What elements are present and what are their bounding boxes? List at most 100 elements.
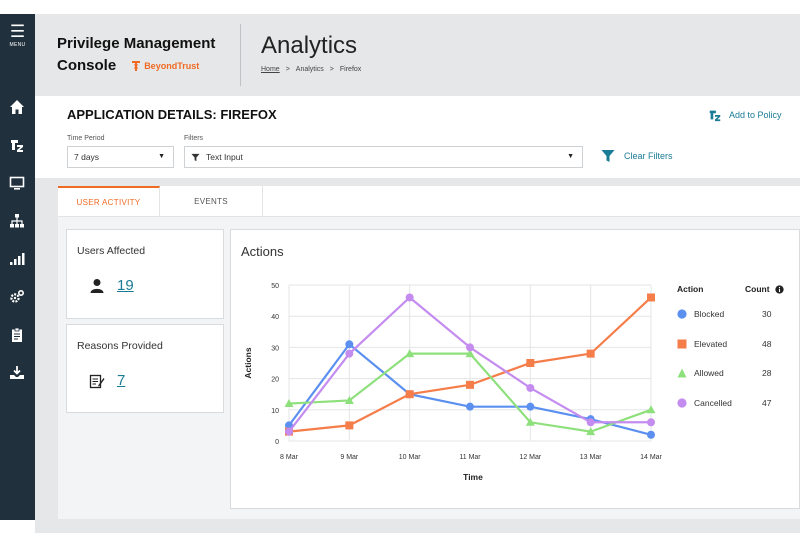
allowed-data-point [525, 417, 535, 426]
legend-action-header: Action [677, 284, 704, 294]
chart-title: Actions [241, 244, 284, 259]
actions-chart-card: Actions 0 10 20 30 40 50 8 Mar 9 Mar 10 Mar 11 Ma… [230, 229, 800, 509]
x-tick-label: 14 Mar [640, 454, 662, 461]
brand-title-line2: Console [57, 57, 117, 74]
monitor-icon[interactable] [6, 172, 28, 194]
hierarchy-icon[interactable] [6, 210, 28, 232]
info-icon[interactable] [774, 284, 784, 294]
home-icon[interactable] [6, 96, 28, 118]
y-tick-label: 10 [271, 408, 279, 415]
x-axis-label: Time [463, 472, 483, 482]
elevated-data-point [526, 359, 535, 367]
elevated-data-point [466, 380, 474, 389]
elevated-data-point [345, 421, 354, 430]
cancelled-data-point [345, 349, 354, 358]
y-tick-label: 0 [275, 439, 279, 446]
blocked-data-point [466, 402, 474, 411]
menu-button[interactable]: ☰ MENU [0, 14, 35, 54]
menu-label: MENU [9, 42, 26, 48]
legend-item-cancelled[interactable]: Cancelled 47 [669, 393, 797, 423]
page-title: Analytics [261, 32, 358, 59]
header-divider [240, 24, 241, 86]
filter-icon [601, 150, 615, 162]
details-title: APPLICATION DETAILS: FIREFOX [67, 107, 277, 122]
x-tick-label: 12 Mar [519, 454, 541, 461]
breadcrumb-current: Firefox [339, 66, 362, 73]
tab-bar: USER ACTIVITY EVENTS [58, 186, 800, 217]
users-affected-label: Users Affected [77, 245, 146, 257]
blocked-data-point [526, 402, 535, 411]
circle-marker-icon [677, 309, 687, 319]
breadcrumb-home[interactable]: Home [261, 66, 280, 73]
notes-edit-icon [89, 374, 105, 388]
y-tick-label: 50 [271, 283, 279, 290]
legend-item-blocked[interactable]: Blocked 30 [669, 304, 797, 334]
square-marker-icon [677, 339, 687, 348]
legend-item-name: Blocked [694, 309, 725, 319]
allowed-data-point [284, 399, 294, 408]
reasons-provided-value[interactable]: 7 [117, 372, 126, 389]
allowed-data-point [344, 395, 354, 404]
y-tick-label: 30 [271, 345, 279, 352]
analytics-icon[interactable] [6, 248, 28, 270]
cancelled-data-point [405, 293, 414, 302]
brand-title-line1: Privilege Management [57, 35, 216, 52]
legend-item-name: Elevated [694, 338, 728, 349]
application-details: APPLICATION DETAILS: FIREFOX Add to Poli… [58, 96, 800, 178]
clear-filters-button[interactable]: Clear Filters [601, 149, 673, 163]
policy-icon[interactable] [6, 134, 28, 156]
allowed-data-point [586, 427, 596, 436]
reasons-provided-label: Reasons Provided [77, 340, 163, 352]
elevated-data-point [405, 390, 414, 399]
elevated-data-point [647, 293, 655, 302]
cancelled-data-point [526, 383, 535, 392]
deploy-icon[interactable] [6, 362, 28, 384]
y-tick-label: 40 [271, 314, 279, 321]
add-to-policy-button[interactable]: Add to Policy [708, 108, 782, 122]
elevated-data-point [586, 349, 595, 358]
users-affected-value[interactable]: 19 [117, 277, 134, 294]
legend-item-name: Allowed [694, 368, 724, 378]
time-period-value: 7 days [74, 152, 100, 162]
breadcrumb-separator: > [285, 66, 290, 73]
users-affected-card: Users Affected 19 [66, 229, 224, 319]
legend-count-header: Count [745, 284, 770, 294]
cancelled-data-point [466, 343, 474, 352]
clear-filters-label: Clear Filters [624, 151, 673, 161]
chevron-down-icon: ▼ [567, 153, 574, 160]
x-tick-label: 11 Mar [459, 454, 481, 461]
add-to-policy-label: Add to Policy [729, 110, 782, 120]
legend-item-count: 48 [762, 338, 772, 349]
time-period-select[interactable]: 7 days ▼ [67, 146, 174, 168]
filters-input[interactable]: Text Input ▼ [184, 146, 583, 168]
user-activity-panel: Users Affected 19 Reasons Provided 7 Act… [58, 217, 800, 519]
breadcrumb: Home > Analytics > Firefox [261, 66, 361, 73]
cancelled-data-point [586, 418, 595, 427]
app-header: Privilege Management Console BeyondTrust… [35, 14, 800, 96]
clipboard-icon[interactable] [6, 324, 28, 346]
circle-marker-icon [677, 397, 687, 408]
x-tick-label: 10 Mar [399, 454, 421, 461]
legend-item-allowed[interactable]: Allowed 28 [669, 363, 797, 393]
tab-events[interactable]: EVENTS [160, 186, 263, 217]
brand: Privilege Management Console BeyondTrust [57, 33, 215, 77]
actions-chart: 0 10 20 30 40 50 8 Mar 9 Mar 10 Mar 11 Mar 12 Mar 1… [243, 283, 663, 482]
chevron-down-icon: ▼ [158, 153, 165, 160]
filters-label: Filters [184, 135, 204, 142]
allowed-data-point [405, 349, 415, 358]
settings-icon[interactable] [6, 286, 28, 308]
y-axis-label: Actions [243, 347, 253, 378]
reasons-provided-card: Reasons Provided 7 [66, 324, 224, 413]
x-tick-label: 9 Mar [340, 454, 359, 461]
legend-item-count: 47 [762, 397, 772, 408]
blocked-data-point [345, 340, 354, 349]
cancelled-data-point [285, 427, 293, 436]
sidebar: ☰ MENU [0, 14, 35, 520]
hamburger-icon: ☰ [9, 22, 26, 41]
cancelled-data-point [647, 418, 655, 427]
tab-user-activity[interactable]: USER ACTIVITY [58, 186, 160, 217]
allowed-data-point [465, 349, 475, 358]
breadcrumb-analytics[interactable]: Analytics [295, 66, 324, 73]
breadcrumb-separator: > [329, 66, 334, 73]
legend-item-elevated[interactable]: Elevated 48 [669, 334, 797, 364]
